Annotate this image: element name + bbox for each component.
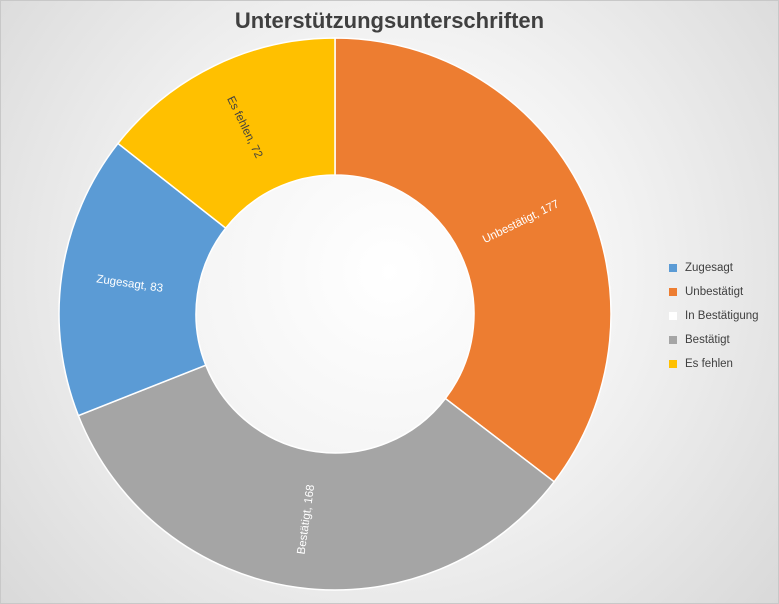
legend-swatch — [669, 336, 677, 344]
slice-bestaetigt — [77, 364, 556, 591]
legend-swatch — [669, 360, 677, 368]
legend-swatch — [669, 312, 677, 320]
legend-label: Es fehlen — [685, 358, 733, 370]
slice-zugesagt — [58, 142, 227, 417]
chart-title: Unterstützungsunterschriften — [234, 8, 545, 33]
legend-item-in-bestaetigung: In Bestätigung — [669, 304, 769, 328]
legend-swatch — [669, 264, 677, 272]
legend-label: Unbestätigt — [685, 286, 744, 298]
chart-legend: Zugesagt Unbestätigt In Bestätigung Bestäti… — [669, 256, 769, 376]
legend-item-zugesagt: Zugesagt — [669, 256, 769, 280]
legend-label: In Bestätigung — [685, 310, 759, 322]
slice-es-fehlen — [116, 37, 336, 230]
legend-label: Bestätigt — [685, 334, 730, 346]
legend-label: Zugesagt — [685, 262, 733, 274]
slice-unbestaetigt — [334, 37, 612, 483]
legend-item-unbestaetigt: Unbestätigt — [669, 280, 769, 304]
legend-item-bestaetigt: Bestätigt — [669, 328, 769, 352]
legend-swatch — [669, 288, 677, 296]
legend-item-es-fehlen: Es fehlen — [669, 352, 769, 376]
